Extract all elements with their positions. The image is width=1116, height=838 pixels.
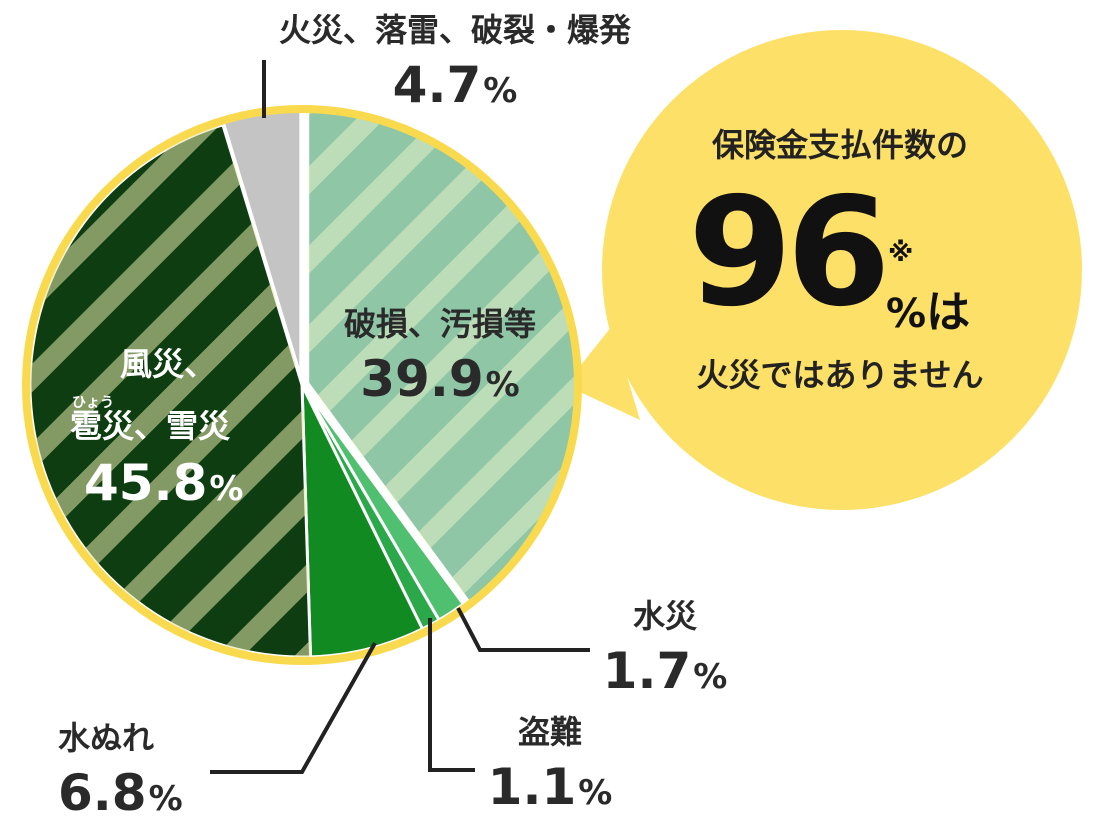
leader-line-theft — [428, 618, 475, 772]
slice-label-flood: 水災 1.7% — [590, 600, 740, 696]
callout-title: 保険金支払件数の — [711, 126, 968, 164]
slice-name-theft: 盗難 — [517, 713, 582, 751]
slice-label-fire: 火災、落雷、破裂・爆発 4.7% — [250, 14, 660, 110]
callout-suffix-pct: % — [886, 291, 927, 337]
slice-label-wind: 風災、 ひょう 雹災、雪災 45.8% — [70, 348, 300, 508]
slice-name-damage: 破損、汚損等 — [343, 305, 536, 343]
slice-ruby-hail: ひょう — [72, 395, 114, 411]
slice-unit-theft: % — [578, 773, 613, 813]
slice-unit-water: % — [148, 779, 183, 819]
slice-value-theft: 1.1 — [487, 758, 577, 816]
slice-value-damage: 39.9 — [360, 350, 484, 408]
slice-water — [300, 384, 425, 659]
slice-unit-flood: % — [693, 657, 728, 697]
slice-unit-fire: % — [483, 71, 518, 111]
callout-big-number: 96 — [688, 166, 891, 340]
callout-suffix: %は — [886, 276, 970, 340]
callout-bubble — [565, 30, 1082, 510]
slice-label-water: 水ぬれ 6.8% — [58, 722, 218, 818]
slice-label-theft: 盗難 1.1% — [475, 716, 625, 812]
slice-name-wind-line2: 雹災、雪災 — [70, 407, 231, 445]
leader-line-flood — [456, 607, 590, 652]
slice-name-wind-line1: 風災、 — [120, 345, 217, 383]
callout-note-mark: ※ — [888, 238, 914, 268]
slice-unit-wind: % — [209, 469, 244, 509]
slice-value-wind: 45.8 — [84, 454, 208, 512]
slice-value-flood: 1.7 — [602, 642, 692, 700]
slice-name-water: 水ぬれ — [58, 719, 155, 757]
callout-subtitle: 火災ではありません — [696, 356, 984, 394]
slice-damage-stripes — [307, 111, 580, 603]
slice-wind-stripes — [30, 124, 311, 658]
slice-unit-damage: % — [485, 365, 520, 405]
leader-line-water — [210, 642, 377, 774]
callout-suffix-text: は — [926, 287, 971, 338]
slice-label-damage: 破損、汚損等 39.9% — [310, 308, 570, 404]
slice-value-fire: 4.7 — [392, 56, 482, 114]
slice-value-water: 6.8 — [58, 764, 147, 822]
slice-name-flood: 水災 — [632, 597, 697, 635]
pie-outline — [22, 105, 582, 665]
slice-name-fire: 火災、落雷、破裂・爆発 — [278, 11, 631, 49]
